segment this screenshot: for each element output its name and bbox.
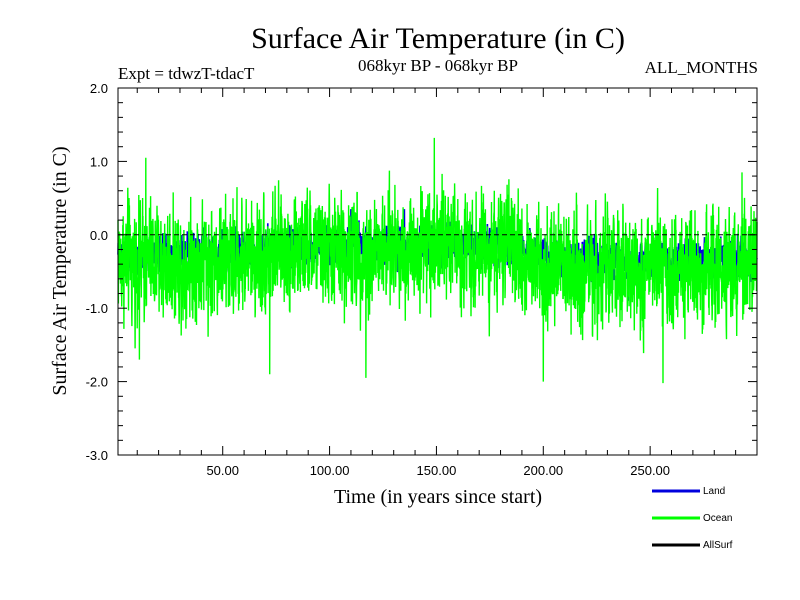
legend-label-land: Ocean <box>703 513 732 524</box>
legend-entry-allsurf: AllSurf <box>652 540 733 551</box>
legend-label-allsurf: AllSurf <box>703 540 733 551</box>
series-line-land <box>117 137 758 384</box>
legend: Land Ocean AllSurf <box>652 486 733 551</box>
legend-entry-ocean: Land <box>652 486 725 497</box>
y-tick-label: 1.0 <box>90 154 108 169</box>
chart-title: Surface Air Temperature (in C) <box>251 22 625 55</box>
legend-entry-land: Ocean <box>652 513 732 524</box>
y-axis-label: Surface Air Temperature (in C) <box>49 146 71 395</box>
y-tick-label: -3.0 <box>86 448 108 463</box>
x-tick-label: 100.00 <box>310 463 350 478</box>
y-tick-label: 0.0 <box>90 228 108 243</box>
y-tick-label: 2.0 <box>90 81 108 96</box>
plot-frame <box>117 87 758 456</box>
period-label: 068kyr BP - 068kyr BP <box>358 56 518 75</box>
series-layer <box>117 137 758 384</box>
expt-label: Expt = tdwzT-tdacT <box>118 64 255 83</box>
tick-labels: 50.00 100.00 150.00 200.00 250.00 -3.0 -2.0 -1.… <box>86 81 670 478</box>
x-tick-label: 250.00 <box>630 463 670 478</box>
legend-label-ocean: Land <box>703 486 725 497</box>
y-tick-label: -2.0 <box>86 375 108 390</box>
x-tick-label: 150.00 <box>417 463 457 478</box>
y-tick-label: -1.0 <box>86 301 108 316</box>
x-tick-label: 200.00 <box>523 463 563 478</box>
x-tick-label: 50.00 <box>206 463 239 478</box>
months-label: ALL_MONTHS <box>645 58 758 77</box>
x-axis-label: Time (in years since start) <box>334 486 542 508</box>
